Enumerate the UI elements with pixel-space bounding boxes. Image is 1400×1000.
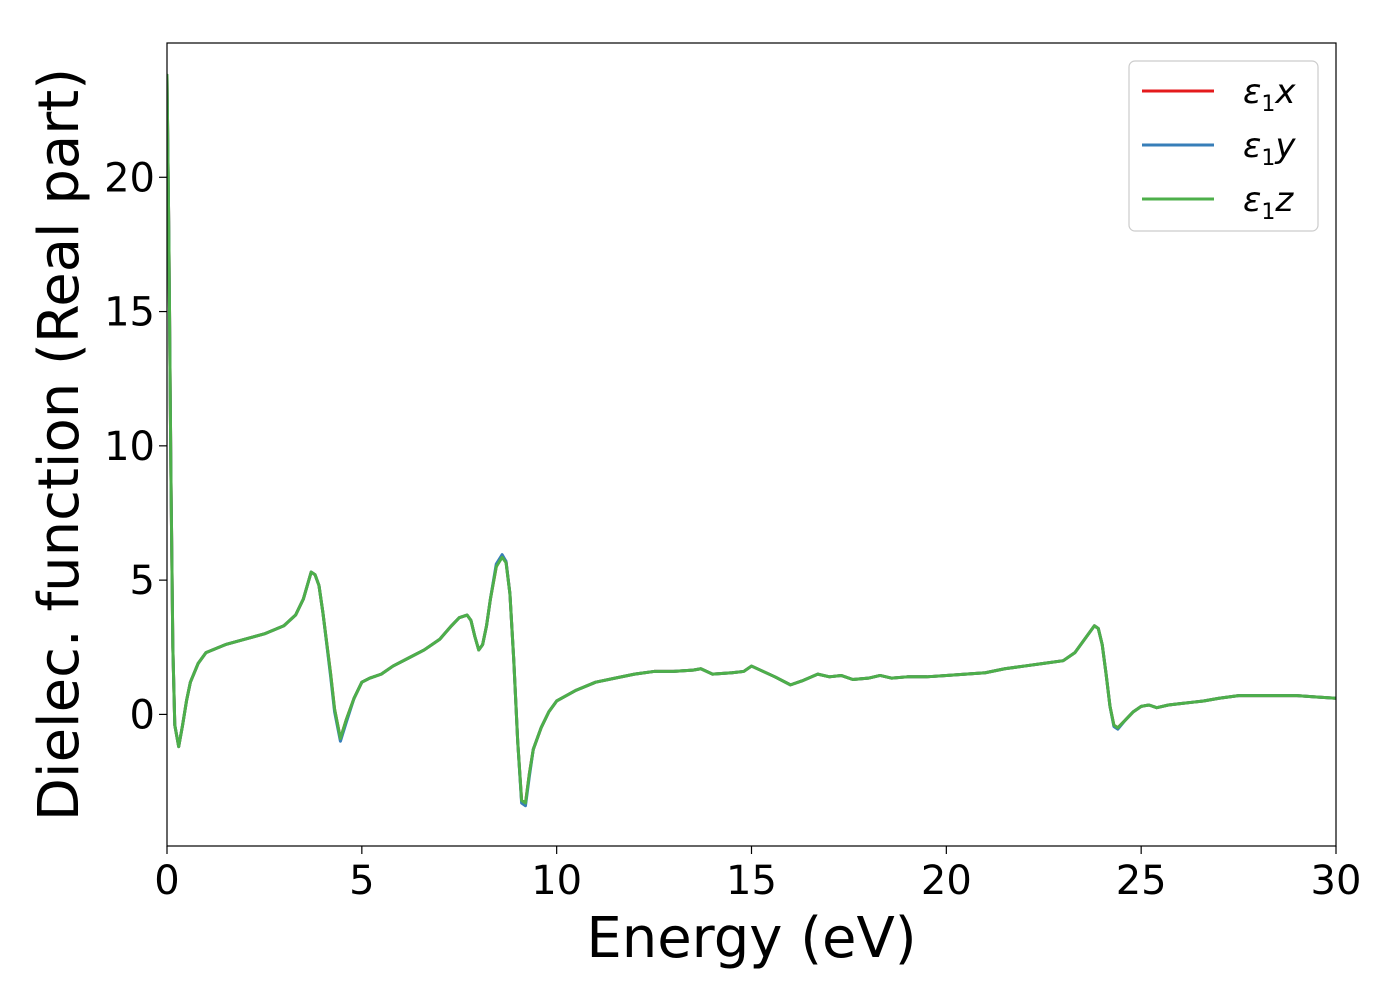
x-tick-label: 30 (1311, 858, 1362, 904)
legend-label: ε1z (1243, 180, 1294, 225)
x-axis-ticks: 0 5 10 15 20 25 30 (154, 846, 1361, 904)
legend-entry-z: ε1z (1142, 180, 1294, 225)
x-tick-label: 15 (726, 858, 777, 904)
legend-label: ε1y (1243, 126, 1296, 171)
x-axis-label: Energy (eV) (586, 906, 916, 971)
x-tick-label: 25 (1116, 858, 1167, 904)
x-tick-label: 5 (349, 858, 374, 904)
y-tick-label: 20 (104, 155, 155, 201)
y-tick-label: 5 (130, 558, 155, 604)
y-tick-label: 15 (104, 290, 155, 336)
y-tick-label: 0 (130, 692, 155, 738)
legend-entry-y: ε1y (1142, 126, 1296, 171)
legend-label: ε1x (1243, 72, 1296, 117)
legend-entry-x: ε1x (1142, 72, 1296, 117)
y-tick-label: 10 (104, 424, 155, 470)
x-tick-label: 10 (531, 858, 582, 904)
legend: ε1x ε1y ε1z (1128, 60, 1319, 232)
y-axis-label: Dielec. function (Real part) (27, 68, 92, 821)
x-tick-label: 20 (921, 858, 972, 904)
series-layer (167, 73, 1336, 808)
x-tick-label: 0 (154, 858, 179, 904)
legend-frame (1128, 60, 1319, 232)
series-line-z (167, 73, 1336, 805)
y-axis-ticks: 0 5 10 15 20 (104, 155, 167, 738)
